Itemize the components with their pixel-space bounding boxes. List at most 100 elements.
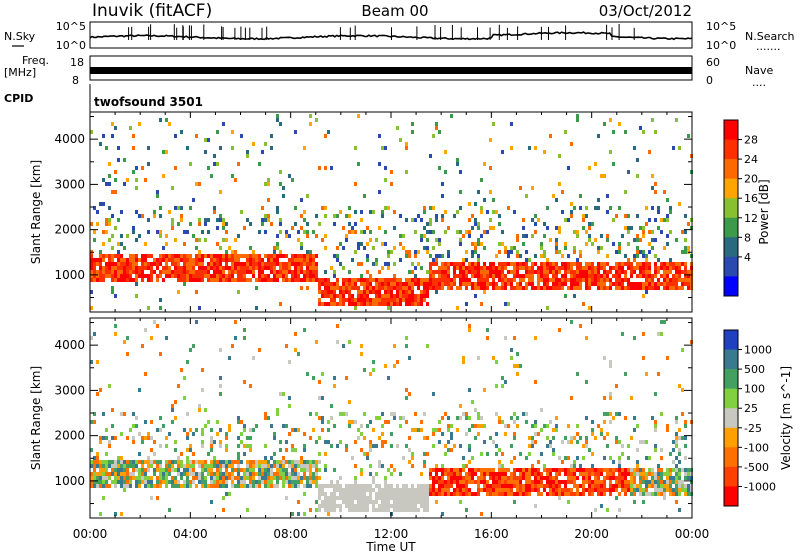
scatter-cell <box>384 278 387 282</box>
scatter-cell <box>528 476 531 480</box>
scatter-cell <box>561 460 564 464</box>
scatter-cell <box>678 266 681 270</box>
scatter-cell <box>567 254 570 258</box>
scatter-cell <box>219 146 222 150</box>
scatter-cell <box>288 404 291 408</box>
scatter-cell <box>570 440 573 444</box>
scatter-cell <box>468 444 471 448</box>
scatter-cell <box>207 230 210 234</box>
scatter-cell <box>591 270 594 274</box>
scatter-cell <box>273 246 276 250</box>
scatter-cell <box>165 254 168 258</box>
scatter-cell <box>552 286 555 290</box>
scatter-cell <box>309 270 312 274</box>
scatter-cell <box>237 270 240 274</box>
scatter-cell <box>360 508 363 512</box>
scatter-cell <box>585 468 588 472</box>
scatter-cell <box>90 460 93 464</box>
scatter-cell <box>630 436 633 440</box>
scatter-cell <box>576 286 579 290</box>
scatter-cell <box>381 278 384 282</box>
scatter-cell <box>126 472 129 476</box>
scatter-cell <box>213 472 216 476</box>
scatter-cell <box>420 500 423 504</box>
scatter-cell <box>213 254 216 258</box>
scatter-cell <box>441 492 444 496</box>
scatter-cell <box>309 122 312 126</box>
scatter-cell <box>573 294 576 298</box>
scatter-cell <box>576 274 579 278</box>
scatter-cell <box>177 460 180 464</box>
scatter-cell <box>474 286 477 290</box>
scatter-cell <box>483 480 486 484</box>
scatter-cell <box>261 274 264 278</box>
scatter-cell <box>393 468 396 472</box>
scatter-cell <box>600 266 603 270</box>
colorbar-tick-label: 20 <box>744 173 758 186</box>
scatter-cell <box>306 476 309 480</box>
scatter-cell <box>249 444 252 448</box>
scatter-cell <box>357 294 360 298</box>
scatter-cell <box>210 500 213 504</box>
scatter-cell <box>615 270 618 274</box>
scatter-cell <box>432 230 435 234</box>
scatter-cell <box>384 492 387 496</box>
scatter-cell <box>603 488 606 492</box>
scatter-cell <box>684 492 687 496</box>
scatter-cell <box>93 480 96 484</box>
scatter-cell <box>435 480 438 484</box>
scatter-cell <box>117 464 120 468</box>
freq-unit: [MHz] <box>4 66 36 79</box>
scatter-cell <box>126 178 129 182</box>
scatter-cell <box>345 278 348 282</box>
scatter-cell <box>582 468 585 472</box>
scatter-cell <box>399 294 402 298</box>
scatter-cell <box>192 258 195 262</box>
scatter-cell <box>228 472 231 476</box>
scatter-cell <box>144 480 147 484</box>
scatter-cell <box>279 254 282 258</box>
scatter-cell <box>129 484 132 488</box>
scatter-cell <box>669 476 672 480</box>
scatter-cell <box>147 278 150 282</box>
scatter-cell <box>93 468 96 472</box>
scatter-cell <box>210 448 213 452</box>
scatter-cell <box>123 480 126 484</box>
scatter-cell <box>366 424 369 428</box>
scatter-cell <box>129 274 132 278</box>
scatter-cell <box>648 480 651 484</box>
scatter-cell <box>216 226 219 230</box>
scatter-cell <box>615 214 618 218</box>
scatter-cell <box>195 428 198 432</box>
scatter-cell <box>303 444 306 448</box>
scatter-cell <box>405 444 408 448</box>
scatter-cell <box>555 242 558 246</box>
scatter-cell <box>330 404 333 408</box>
scatter-cell <box>627 230 630 234</box>
colorbar-tick-label: 8 <box>744 231 751 244</box>
scatter-cell <box>90 274 93 278</box>
scatter-cell <box>486 270 489 274</box>
scatter-cell <box>423 282 426 286</box>
scatter-cell <box>108 182 111 186</box>
scatter-cell <box>489 262 492 266</box>
scatter-cell <box>624 286 627 290</box>
scatter-cell <box>426 496 429 500</box>
scatter-cell <box>231 472 234 476</box>
scatter-cell <box>273 266 276 270</box>
scatter-cell <box>369 440 372 444</box>
scatter-cell <box>348 340 351 344</box>
scatter-cell <box>306 234 309 238</box>
scatter-cell <box>654 286 657 290</box>
scatter-cell <box>333 424 336 428</box>
scatter-cell <box>606 468 609 472</box>
scatter-cell <box>531 436 534 440</box>
scatter-cell <box>195 290 198 294</box>
nsky-label: N.Sky <box>4 30 36 43</box>
scatter-cell <box>612 242 615 246</box>
scatter-cell <box>240 420 243 424</box>
scatter-cell <box>552 270 555 274</box>
scatter-cell <box>321 302 324 306</box>
scatter-cell <box>411 278 414 282</box>
scatter-cell <box>546 468 549 472</box>
